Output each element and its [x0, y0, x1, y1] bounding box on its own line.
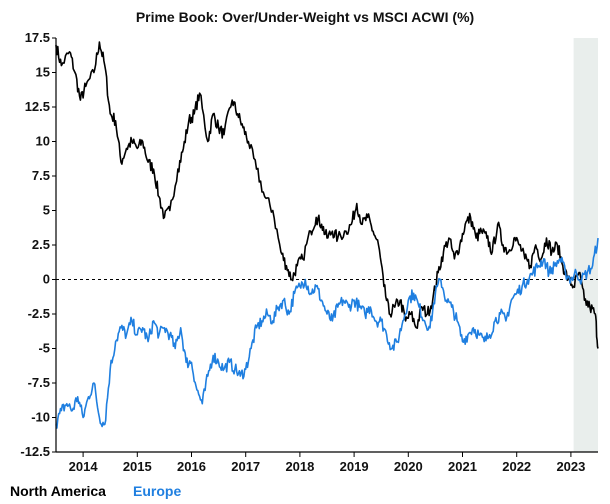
y-tick-label: 10 [36, 134, 50, 149]
y-tick-label: 2.5 [32, 237, 50, 252]
chart-title: Prime Book: Over/Under-Weight vs MSCI AC… [136, 9, 474, 25]
plot-area: 17.5 15 12.5 10 7.5 5 2.5 0 -2.5 -5 -7.5 -10 -12.5 20… [20, 30, 599, 474]
x-tick-label: 2020 [394, 459, 423, 474]
y-tick-label: 7.5 [32, 168, 50, 183]
x-tick-label: 2023 [556, 459, 585, 474]
x-tick-label: 2022 [502, 459, 531, 474]
y-tick-label: 0 [43, 272, 50, 287]
x-tick-label: 2019 [340, 459, 369, 474]
series-line-europe [55, 238, 599, 429]
x-tick-label: 2016 [177, 459, 206, 474]
x-tick-label: 2018 [285, 459, 314, 474]
y-tick-label: 12.5 [25, 99, 50, 114]
x-tick-label: 2021 [448, 459, 477, 474]
y-tick-label: -12.5 [20, 444, 50, 459]
series-line-north-america [55, 41, 599, 349]
x-tick-label: 2017 [231, 459, 260, 474]
legend-europe: Europe [133, 483, 181, 499]
y-tick-label: -7.5 [28, 375, 50, 390]
legend-north-america: North America [10, 483, 106, 499]
x-tick-label: 2014 [69, 459, 99, 474]
x-tick-label: 2015 [123, 459, 152, 474]
y-tick-label: 5 [43, 203, 50, 218]
y-tick-label: 17.5 [25, 30, 50, 45]
shaded-region [573, 38, 598, 452]
y-tick-label: 15 [36, 65, 50, 80]
y-tick-label: -2.5 [28, 306, 50, 321]
y-tick-label: -5 [38, 341, 50, 356]
y-tick-label: -10 [31, 410, 50, 425]
